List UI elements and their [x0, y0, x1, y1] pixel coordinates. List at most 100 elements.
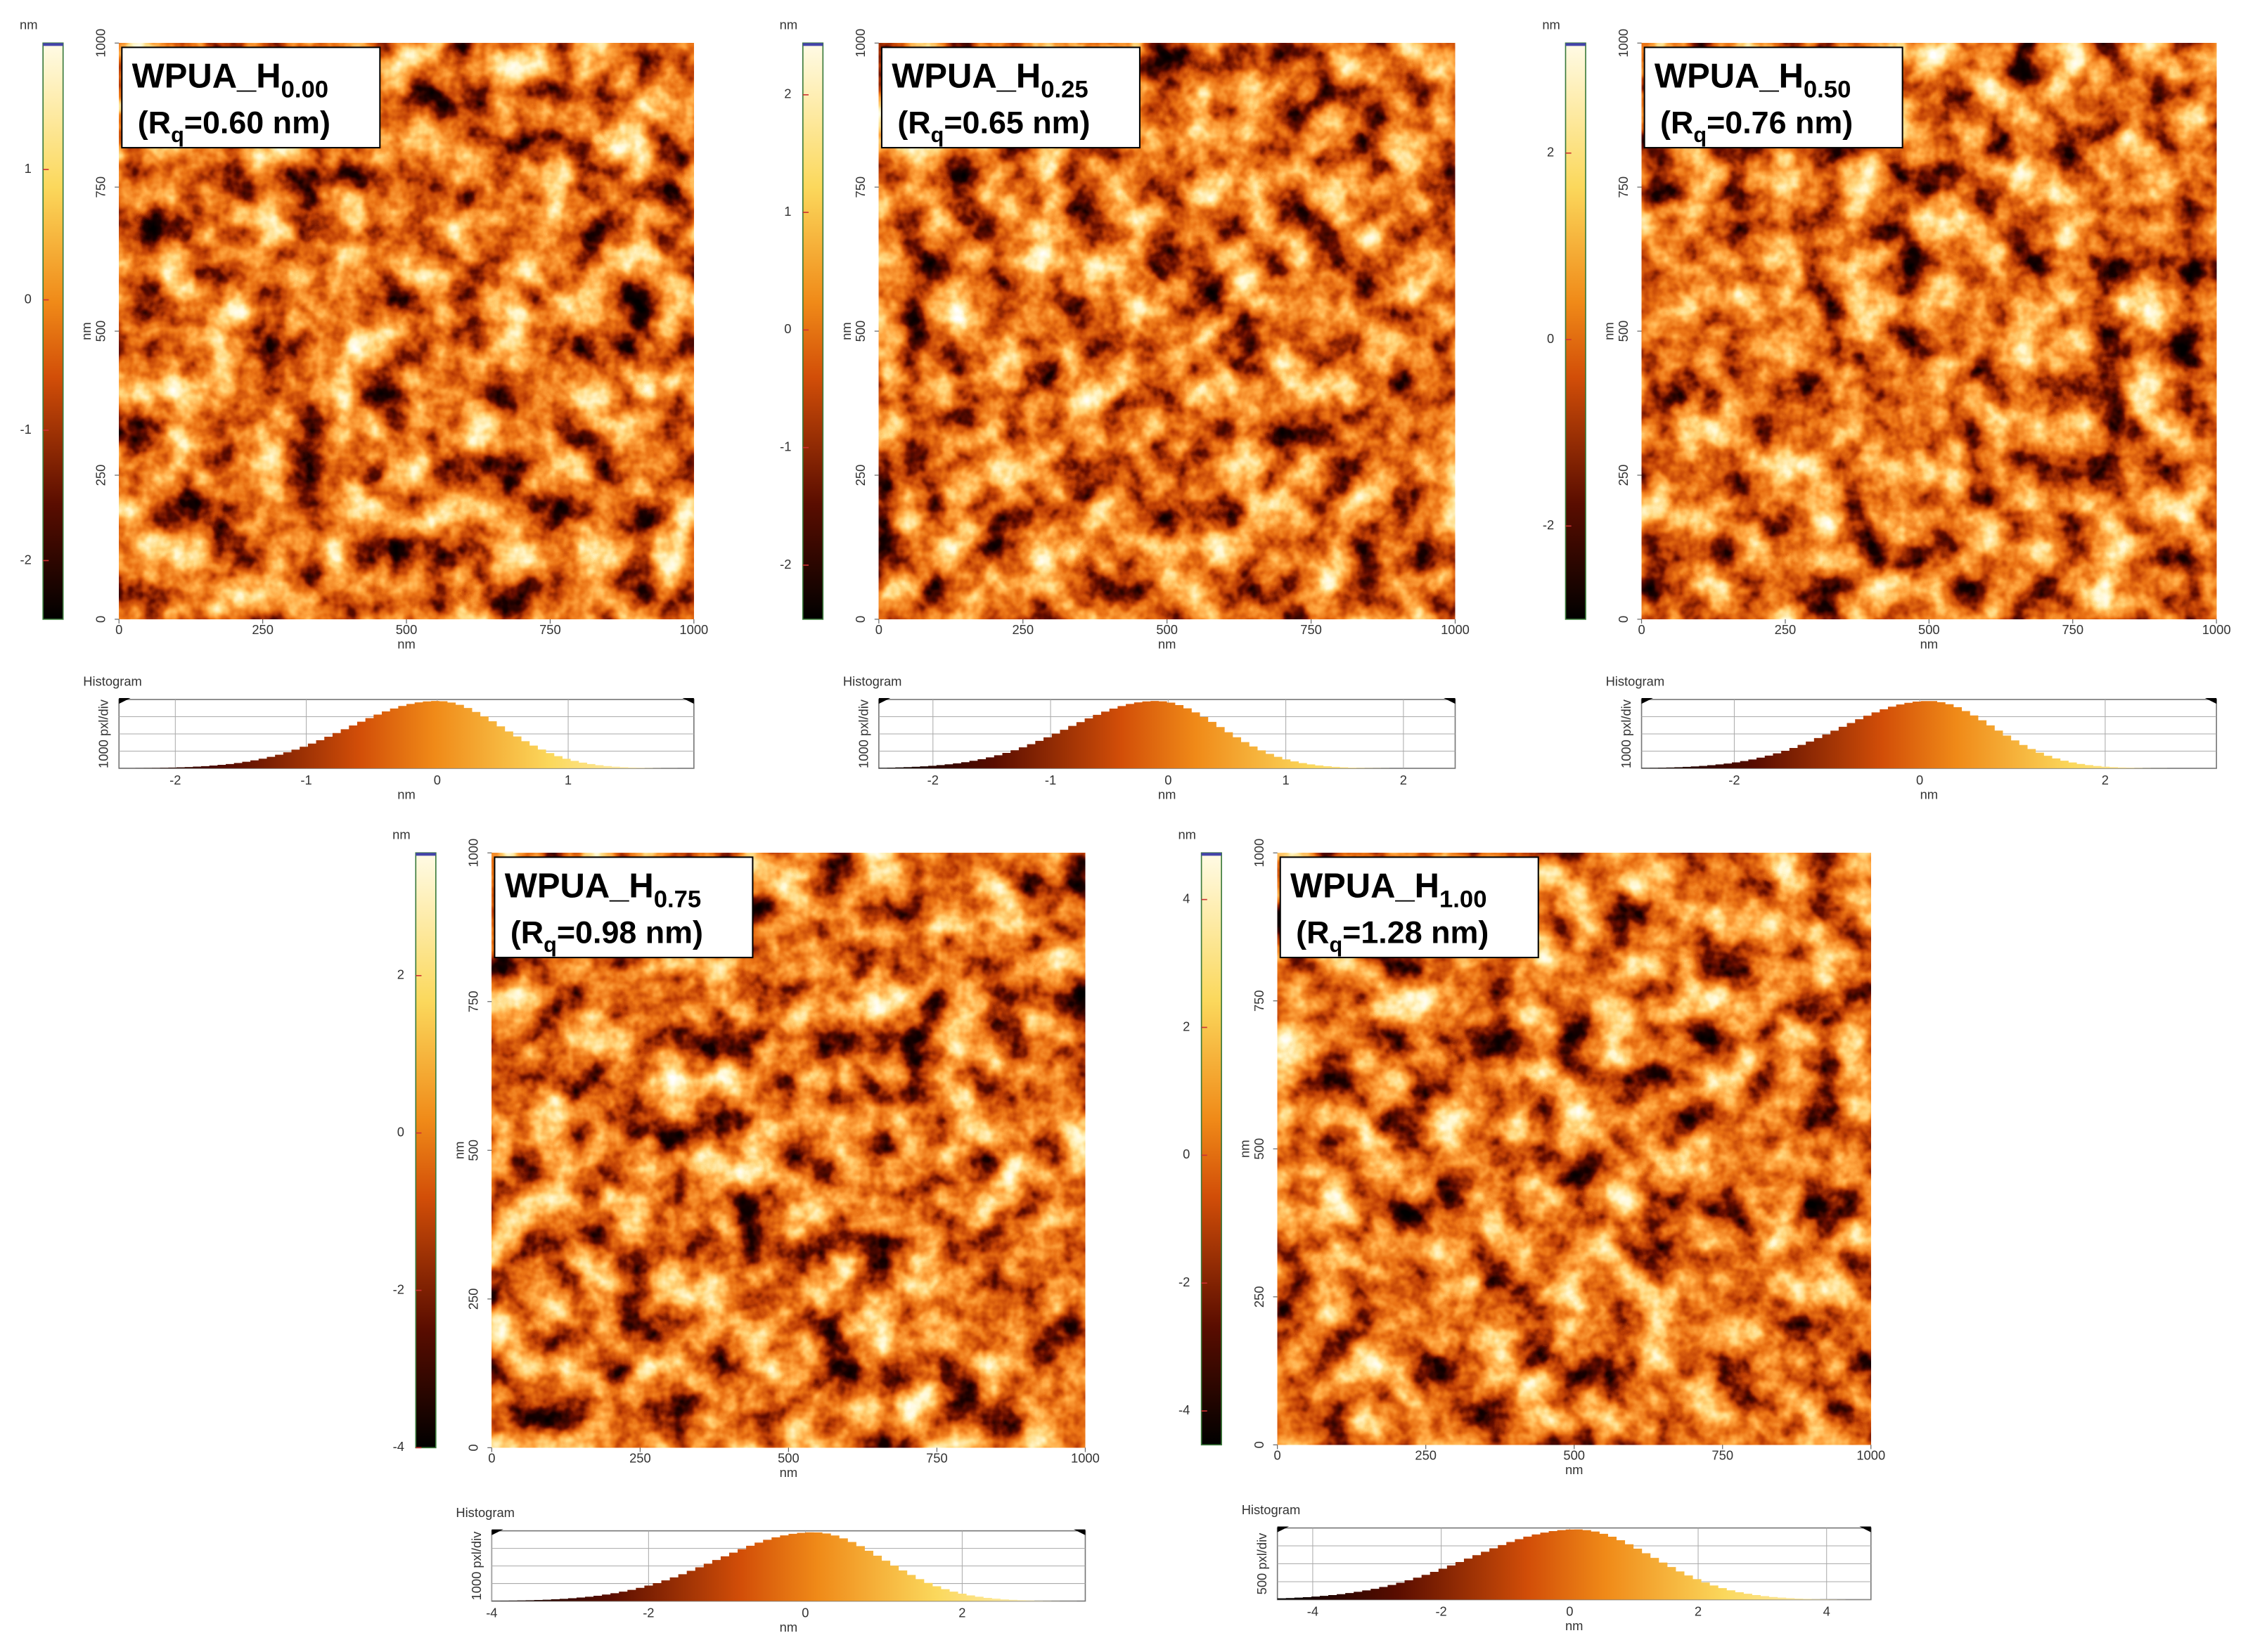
y-tick-label: 0 [853, 616, 868, 623]
rq-post: =0.65 nm) [944, 105, 1090, 141]
y-tick-label: 0 [1252, 1441, 1266, 1448]
histogram-marker [1074, 1529, 1086, 1535]
y-tick-label: 0 [466, 1444, 481, 1451]
colorbar-tick-label: 0 [1183, 1147, 1190, 1161]
x-tick-label: 250 [1012, 622, 1034, 637]
x-tick-label: 750 [1711, 1447, 1733, 1462]
colorbar-unit: nm [780, 18, 797, 32]
colorbar-tick-label: -2 [393, 1282, 404, 1296]
y-tick-label: 750 [1616, 176, 1631, 198]
y-tick-label: 750 [853, 176, 868, 198]
title-sub: 1.00 [1439, 886, 1486, 913]
histogram-tick-label: -2 [643, 1606, 654, 1620]
histogram-tick-label: -2 [927, 773, 939, 787]
y-tick-label: 1000 [853, 29, 868, 58]
histogram-tick-label: 4 [1823, 1604, 1830, 1619]
histogram-label: Histogram [83, 673, 142, 688]
histogram-y-label: 1000 pxl/div [469, 1531, 484, 1601]
histogram-tick-label: -4 [1307, 1604, 1318, 1619]
x-tick-label: 0 [115, 622, 122, 637]
x-tick-label: 1000 [1071, 1451, 1100, 1466]
y-tick-label: 250 [853, 465, 868, 486]
colorbar [1200, 852, 1222, 1446]
x-tick-label: 0 [1638, 622, 1645, 637]
histogram-tick-label: 2 [1695, 1604, 1702, 1619]
title-main: WPUA_H [505, 867, 654, 905]
title-box [880, 46, 1141, 149]
histogram-label: Histogram [1606, 673, 1665, 688]
sample-title: WPUA_H0.00 [132, 57, 328, 103]
title-main: WPUA_H [1655, 57, 1804, 95]
afm-panel: nm-2-10120025025050050075075010001000nmn… [780, 18, 1470, 802]
x-axis-label: nm [397, 636, 415, 651]
roughness: (Rq=1.28 nm) [1296, 915, 1489, 957]
colorbar-tick-label: 0 [25, 291, 32, 306]
y-tick-label: 500 [1616, 321, 1631, 342]
y-tick-label: 250 [466, 1289, 481, 1310]
title-box [1643, 46, 1903, 149]
colorbar-unit: nm [1178, 827, 1195, 842]
histogram-shape [492, 1532, 1086, 1601]
afm-panel: nm-2020025025050050075075010001000nmnmWP… [1542, 18, 2230, 802]
colorbar-unit: nm [20, 18, 37, 32]
colorbar-cap [802, 43, 823, 46]
colorbar-cap [1201, 853, 1222, 856]
histogram-tick-label: 0 [802, 1606, 809, 1620]
colorbar-unit: nm [1542, 18, 1560, 32]
roughness: (Rq=0.76 nm) [1660, 105, 1853, 147]
sample-title: WPUA_H1.00 [1290, 867, 1486, 912]
histogram-x-label: nm [1158, 787, 1176, 802]
y-tick-label: 0 [94, 616, 108, 623]
histogram-marker [1859, 1526, 1871, 1532]
title-sub: 0.00 [281, 77, 328, 103]
histogram-tick-label: 0 [1566, 1604, 1573, 1619]
colorbar-tick-label: 0 [397, 1125, 404, 1140]
x-tick-label: 750 [1300, 622, 1322, 637]
histogram-tick-label: 2 [2102, 773, 2109, 787]
y-axis-label: nm [451, 1142, 466, 1159]
x-tick-label: 0 [1274, 1447, 1281, 1462]
histogram-shape [1641, 701, 2217, 768]
histogram-tick-label: -1 [1045, 773, 1056, 787]
title-main: WPUA_H [132, 57, 281, 95]
x-axis-label: nm [1158, 636, 1176, 651]
histogram-y-label: 1000 pxl/div [1619, 699, 1633, 768]
x-tick-label: 500 [778, 1451, 799, 1466]
x-tick-label: 1000 [679, 622, 708, 637]
rq-sub: q [544, 933, 557, 957]
x-tick-label: 750 [2062, 622, 2083, 637]
sample-title: WPUA_H0.75 [505, 867, 701, 912]
histogram-marker [878, 698, 891, 704]
histogram-x-label: nm [1920, 787, 1938, 802]
title-sub: 0.75 [654, 886, 701, 913]
y-axis-label: nm [1602, 322, 1617, 340]
colorbar-tick-label: 2 [1547, 145, 1554, 160]
histogram-label: Histogram [1242, 1502, 1301, 1517]
x-tick-label: 1000 [1856, 1447, 1885, 1462]
colorbar-tick-label: 2 [784, 86, 791, 101]
x-tick-label: 0 [488, 1451, 495, 1466]
rq-pre: (R [138, 105, 171, 141]
rq-sub: q [931, 123, 944, 147]
title-box [494, 856, 754, 959]
histogram-y-label: 500 pxl/div [1254, 1532, 1269, 1595]
title-box [121, 46, 381, 149]
x-axis-label: nm [780, 1465, 797, 1480]
rq-sub: q [1693, 123, 1707, 147]
histogram-tick-label: -4 [486, 1606, 497, 1620]
histogram-y-label: 1000 pxl/div [856, 699, 871, 768]
rq-sub: q [1329, 933, 1342, 957]
histogram-x-label: nm [397, 787, 415, 802]
x-tick-label: 250 [252, 622, 274, 637]
x-tick-label: 1000 [1441, 622, 1470, 637]
y-tick-label: 750 [466, 990, 481, 1012]
roughness: (Rq=0.98 nm) [510, 915, 703, 957]
y-tick-label: 500 [94, 321, 108, 342]
rq-pre: (R [897, 105, 930, 141]
rq-pre: (R [1660, 105, 1693, 141]
histogram-x-label: nm [1565, 1618, 1583, 1633]
y-tick-label: 1000 [1252, 839, 1266, 867]
histogram-label: Histogram [456, 1505, 515, 1520]
